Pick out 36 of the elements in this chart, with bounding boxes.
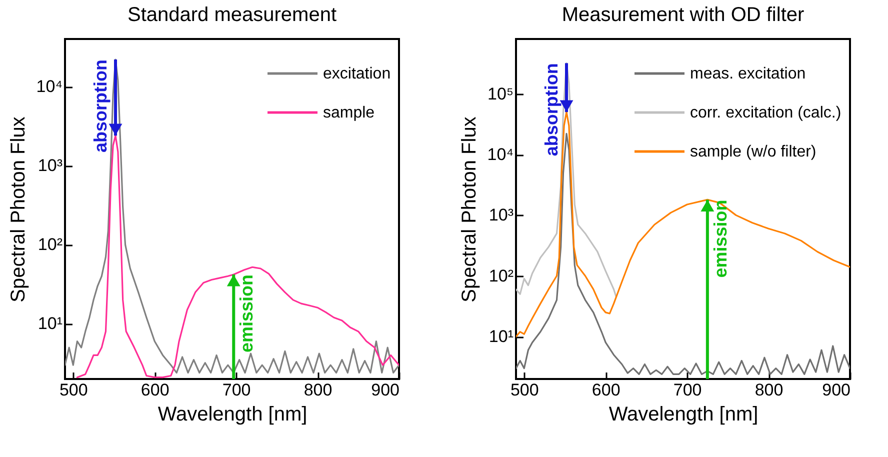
y-tick-label: 10¹	[38, 314, 63, 334]
x-tick-label: 600	[140, 380, 170, 400]
x-tick-label: 500	[59, 380, 88, 400]
x-tick-label: 900	[822, 380, 850, 400]
annotation: emission	[710, 200, 730, 278]
annotation: absorption	[90, 60, 111, 153]
legend-label: meas. excitation	[690, 66, 806, 82]
x-tick-label: 700	[673, 380, 702, 400]
x-tick-label: 800	[304, 380, 332, 400]
annotation: emission	[236, 274, 257, 353]
y-tick-label: 10⁴	[36, 77, 62, 96]
y-tick-label: 10⁵	[488, 84, 514, 104]
y-axis-title: Spectral Photon Flux	[7, 116, 30, 302]
chart-title: Standard measurement	[127, 4, 337, 26]
y-tick-label: 10⁴	[487, 145, 514, 164]
y-tick-label: 10³	[488, 206, 514, 225]
legend-label: sample (w/o filter)	[690, 144, 816, 160]
legend-label: corr. excitation (calc.)	[690, 104, 842, 122]
x-tick-label: 900	[371, 380, 400, 400]
y-tick-label: 10¹	[488, 327, 514, 346]
annotation: absorption	[542, 63, 562, 156]
legend-label: sample	[323, 104, 375, 122]
y-tick-label: 10³	[38, 156, 63, 176]
x-tick-label: 500	[510, 380, 539, 400]
y-axis-title: Spectral Photon Flux	[458, 116, 480, 302]
y-tick-label: 10²	[488, 266, 514, 286]
x-tick-label: 700	[222, 380, 251, 400]
y-tick-label: 10²	[38, 235, 63, 254]
x-axis-title: Wavelength [nm]	[158, 404, 308, 426]
line-series	[65, 58, 399, 374]
x-tick-label: 800	[754, 380, 784, 400]
chart-title: Measurement with OD filter	[562, 4, 804, 26]
x-axis-title: Wavelength [nm]	[608, 404, 758, 426]
legend-label: excitation	[323, 66, 391, 82]
line-series	[516, 62, 617, 298]
x-tick-label: 600	[592, 380, 620, 400]
